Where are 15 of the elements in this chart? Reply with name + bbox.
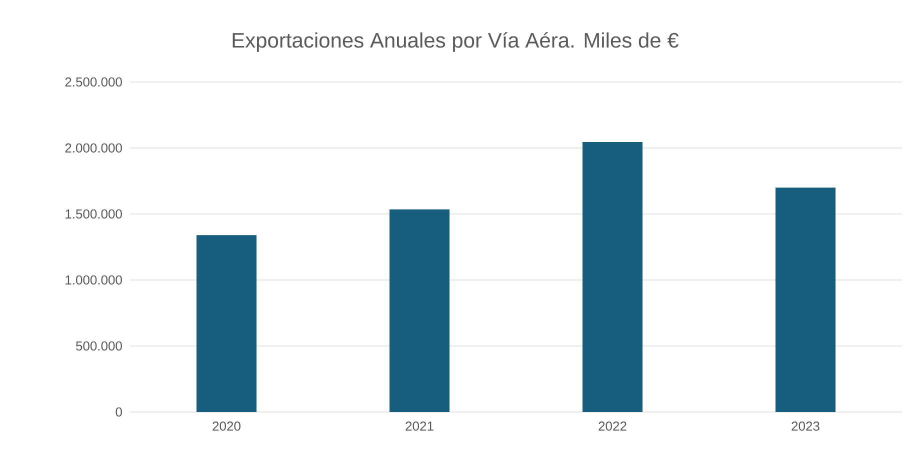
bar [390,209,450,412]
y-tick-label: 1.500.000 [66,209,122,219]
y-tick-label: 1.000.000 [66,275,122,285]
y-tick-label: 500.000 [76,341,122,351]
x-tick-label: 2020 [212,422,240,431]
y-tick-label: 2.500.000 [65,77,122,87]
bar [582,142,643,412]
y-tick-label: 0 [116,407,122,417]
bar [776,188,836,412]
x-tick-label: 2023 [792,422,820,431]
chart-title: Exportaciones Anuales por Vía Aéra. Miles de € [232,32,679,52]
y-tick-label: 2.000.000 [65,143,122,153]
x-tick-label: 2021 [406,422,434,431]
x-tick-label: 2022 [598,422,626,431]
bar [196,235,257,412]
